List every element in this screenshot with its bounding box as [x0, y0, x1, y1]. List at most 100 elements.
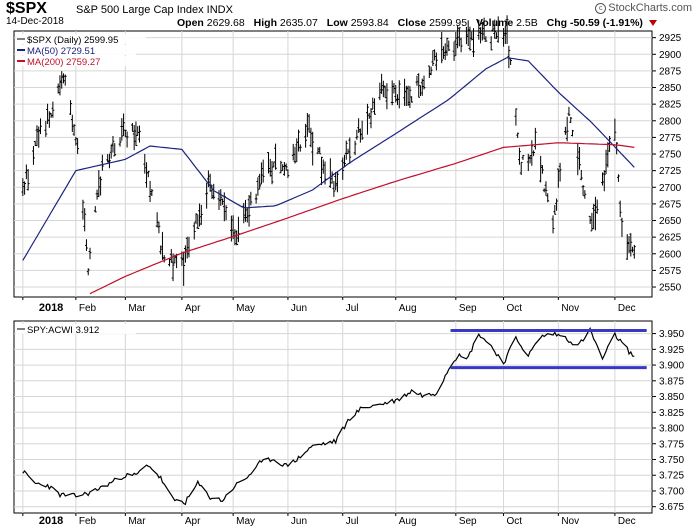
ohlc-bar [371, 97, 375, 110]
ohlc-bar [316, 147, 320, 155]
x-tick-label: Oct [507, 303, 523, 314]
ohlc-bar [556, 168, 560, 188]
ohlc-bar [394, 85, 398, 103]
ohlc-bar [196, 214, 200, 230]
ohlc-bar [320, 156, 323, 186]
ohlc-bar [318, 146, 322, 155]
ohlc-bar [346, 148, 350, 155]
ohlc-bar [171, 253, 175, 282]
ohlc-bar [51, 101, 55, 118]
ohlc-bar [496, 16, 500, 43]
ohlc-bar [70, 114, 74, 133]
ohlc-bar [516, 132, 520, 139]
ohlc-bar [532, 150, 535, 157]
x-tick-label: May [236, 516, 255, 527]
x-tick-label: Feb [79, 516, 97, 527]
ohlc-bar [583, 190, 587, 199]
ohlc-bar [392, 82, 396, 94]
ohlc-bar [155, 212, 159, 228]
low-label: Low [326, 17, 348, 29]
ohlc-bar [457, 27, 461, 47]
ohlc-bar [360, 120, 364, 140]
y-tick-label: 2800 [659, 116, 682, 127]
ohlc-bar [431, 50, 435, 66]
legend-bg [16, 56, 136, 66]
ohlc-bar [491, 24, 495, 32]
ohlc-bar [168, 258, 171, 267]
y-tick-label: 2725 [659, 166, 682, 177]
y-tick-label: 2600 [659, 249, 682, 260]
ohlc-bar [602, 170, 606, 192]
y-tick-label: 2650 [659, 216, 682, 227]
ohlc-bar [505, 15, 509, 45]
ohlc-bar [198, 203, 201, 227]
ohlc-bar [442, 46, 445, 59]
ohlc-bar [576, 144, 580, 176]
volume-value: 2.5B [516, 17, 538, 29]
ohlc-bar [627, 235, 631, 254]
y-tick-label: 2775 [659, 133, 682, 144]
ohlc-bar [242, 202, 246, 224]
legend-label: MA(50) 2729.51 [27, 46, 95, 57]
ohlc-bar [353, 140, 357, 156]
ohlc-bar [194, 213, 198, 225]
ohlc-bar [309, 127, 313, 148]
x-tick-label: Jul [346, 303, 359, 314]
ohlc-bar [553, 204, 557, 215]
x-tick-label: Sep [459, 516, 477, 527]
brand-link[interactable]: c StockCharts.com [595, 2, 692, 14]
ohlc-bar [205, 182, 209, 209]
ohlc-bar [344, 140, 348, 160]
chg-value: -50.59 (-1.91%) [569, 17, 643, 29]
ohlc-bar [44, 120, 48, 137]
ohlc-bar [298, 144, 302, 152]
ohlc-bar [569, 117, 573, 124]
open-value: 2629.68 [206, 17, 245, 29]
ohlc-bar [477, 19, 481, 40]
ohlc-bar [180, 251, 184, 266]
panel-frame [13, 320, 653, 514]
y-tick-label: 3.950 [659, 329, 684, 340]
ohlc-bar [617, 174, 620, 182]
ohlc-bar [212, 183, 216, 200]
y-tick-label: 3.700 [659, 486, 684, 497]
ohlc-bar [410, 96, 414, 103]
ohlc-bar [279, 160, 283, 174]
ohlc-bar [150, 189, 154, 196]
ohlc-bar [221, 198, 224, 205]
ratio-line [22, 326, 635, 506]
ohlc-bar [267, 152, 270, 174]
ohlc-bar [397, 80, 401, 109]
ohlc-bar [480, 21, 484, 41]
ohlc-bar [590, 212, 594, 232]
ohlc-bar [249, 191, 253, 206]
legend-bg [16, 34, 146, 44]
y-tick-label: 3.900 [659, 361, 684, 372]
ohlc-bar [62, 73, 65, 84]
y-tick-label: 2550 [659, 283, 682, 294]
ohlc-bar [182, 251, 186, 286]
ohlc-bar [247, 195, 251, 227]
x-tick-label: Nov [561, 303, 579, 314]
ohlc-bar [21, 178, 25, 197]
ohlc-bar [100, 154, 104, 171]
ohlc-bar [272, 161, 276, 168]
ohlc-bar [419, 85, 422, 96]
ohlc-bar [146, 170, 150, 178]
y-tick-label: 2925 [659, 33, 682, 44]
ohlc-bar [39, 118, 42, 135]
ohlc-bar [366, 103, 369, 135]
ohlc-bar [268, 158, 272, 177]
ohlc-bar [528, 155, 532, 164]
ohlc-bar [132, 124, 136, 151]
ohlc-bar [113, 143, 117, 157]
ohlc-bar [433, 49, 437, 61]
ohlc-bar [69, 100, 72, 115]
ohlc-bar [24, 164, 28, 180]
ohlc-bar [489, 36, 493, 51]
ohlc-bar [274, 143, 277, 170]
ohlc-bar [281, 164, 285, 172]
ohlc-bar [97, 170, 101, 198]
y-tick-label: 3.775 [659, 439, 684, 450]
